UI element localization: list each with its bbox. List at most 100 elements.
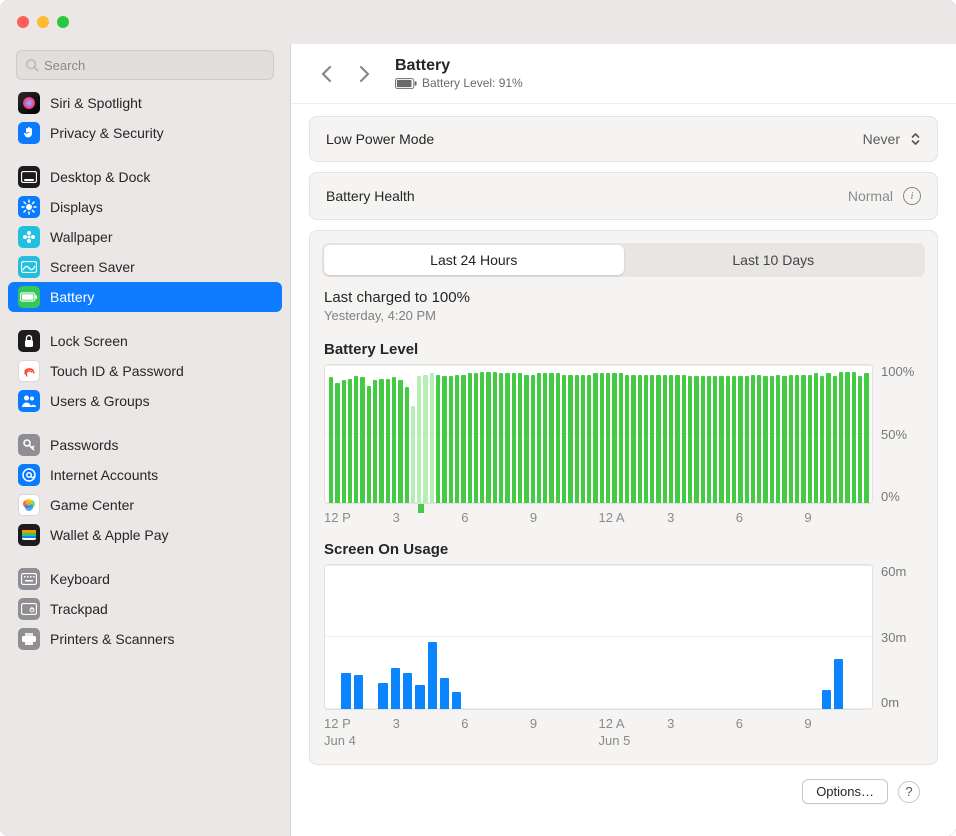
usage-bar xyxy=(354,675,363,709)
sidebar-item-passwords[interactable]: Passwords xyxy=(8,430,282,460)
battery-bar xyxy=(348,379,352,503)
battery-bar xyxy=(398,380,402,503)
battery-x-labels: 12 P36912 A369 xyxy=(324,510,923,525)
sidebar-item-displays[interactable]: Displays xyxy=(8,192,282,222)
sidebar-item-label: Displays xyxy=(50,199,103,215)
battery-bar xyxy=(379,379,383,503)
sidebar-item-screen-saver[interactable]: Screen Saver xyxy=(8,252,282,282)
low-power-popup[interactable]: Never xyxy=(863,131,921,147)
sidebar-item-game-center[interactable]: Game Center xyxy=(8,490,282,520)
battery-bar xyxy=(808,375,812,503)
battery-bar xyxy=(789,375,793,503)
sidebar-item-label: Siri & Spotlight xyxy=(50,95,142,111)
charts-panel: Last 24 HoursLast 10 Days Last charged t… xyxy=(309,230,938,765)
battery-bar xyxy=(537,373,541,503)
battery-bar xyxy=(575,375,579,503)
sidebar-item-privacy-security[interactable]: Privacy & Security xyxy=(8,118,282,148)
main-split: Search Siri & Spotlight Privacy & Securit… xyxy=(0,44,956,836)
battery-bar xyxy=(373,380,377,503)
help-button[interactable]: ? xyxy=(898,781,920,803)
dock-icon xyxy=(18,166,40,188)
battery-bar xyxy=(531,375,535,503)
traffic-lights xyxy=(17,16,69,28)
battery-bar xyxy=(650,375,654,503)
forward-button[interactable] xyxy=(351,61,377,87)
battery-bar xyxy=(581,375,585,503)
battery-bar xyxy=(505,373,509,503)
usage-y-labels: 60m30m0m xyxy=(873,564,923,710)
sidebar-item-label: Privacy & Security xyxy=(50,125,164,141)
battery-bar xyxy=(587,375,591,503)
minimize-button[interactable] xyxy=(37,16,49,28)
battery-bar xyxy=(688,376,692,503)
info-icon[interactable]: i xyxy=(903,187,921,205)
battery-bar xyxy=(436,375,440,503)
timeframe-segmented[interactable]: Last 24 HoursLast 10 Days xyxy=(322,243,925,277)
battery-bar xyxy=(461,375,465,503)
sidebar-item-printers-scanners[interactable]: Printers & Scanners xyxy=(8,624,282,654)
search-placeholder: Search xyxy=(44,58,85,73)
sidebar-item-label: Battery xyxy=(50,289,94,305)
battery-bar xyxy=(839,372,843,503)
battery-bar xyxy=(631,375,635,503)
battery-bar xyxy=(656,375,660,503)
tab-last-24-hours[interactable]: Last 24 Hours xyxy=(324,245,624,275)
back-button[interactable] xyxy=(313,61,339,87)
sidebar-item-trackpad[interactable]: Trackpad xyxy=(8,594,282,624)
battery-bar xyxy=(449,376,453,503)
usage-bar xyxy=(428,642,437,709)
sidebar-item-label: Trackpad xyxy=(50,601,108,617)
charge-info: Last charged to 100% Yesterday, 4:20 PM xyxy=(310,277,937,331)
battery-bar xyxy=(524,375,528,503)
sidebar-item-internet-accounts[interactable]: Internet Accounts xyxy=(8,460,282,490)
gamecenter-icon xyxy=(18,494,40,516)
zoom-button[interactable] xyxy=(57,16,69,28)
battery-icon xyxy=(395,78,417,89)
sidebar-scroll[interactable]: Siri & Spotlight Privacy & Security Deskto… xyxy=(0,84,290,836)
battery-bar xyxy=(430,373,434,503)
options-button[interactable]: Options… xyxy=(802,779,888,804)
battery-bar xyxy=(719,376,723,503)
battery-bar xyxy=(486,372,490,503)
content-footer: Options… ? xyxy=(309,765,938,808)
battery-bar xyxy=(682,375,686,503)
sidebar-item-wallpaper[interactable]: Wallpaper xyxy=(8,222,282,252)
battery-bar xyxy=(751,375,755,503)
sidebar-item-keyboard[interactable]: Keyboard xyxy=(8,564,282,594)
key-icon xyxy=(18,434,40,456)
close-button[interactable] xyxy=(17,16,29,28)
battery-bar xyxy=(820,376,824,503)
low-power-panel: Low Power Mode Never xyxy=(309,116,938,162)
sidebar-item-users-groups[interactable]: Users & Groups xyxy=(8,386,282,416)
battery-bar xyxy=(606,373,610,503)
battery-bar xyxy=(732,376,736,503)
chevron-updown-icon xyxy=(910,132,921,146)
battery-bar xyxy=(801,375,805,503)
sun-icon xyxy=(18,196,40,218)
usage-chart-area xyxy=(324,564,873,710)
sidebar-item-touch-id-password[interactable]: Touch ID & Password xyxy=(8,356,282,386)
battery-bar xyxy=(738,376,742,503)
trackpad-icon xyxy=(18,598,40,620)
sidebar-item-siri-spotlight[interactable]: Siri & Spotlight xyxy=(8,88,282,118)
tab-last-10-days[interactable]: Last 10 Days xyxy=(624,245,924,275)
battery-bar xyxy=(556,373,560,503)
content-toolbar: Battery Battery Level: 91% xyxy=(291,44,956,104)
battery-bar xyxy=(354,376,358,503)
sidebar-item-battery[interactable]: Battery xyxy=(8,282,282,312)
sidebar-item-lock-screen[interactable]: Lock Screen xyxy=(8,326,282,356)
battery-bar xyxy=(392,377,396,503)
battery-bar xyxy=(493,372,497,503)
sidebar-item-desktop-dock[interactable]: Desktop & Dock xyxy=(8,162,282,192)
battery-bar xyxy=(543,373,547,503)
battery-bar xyxy=(423,375,427,503)
sidebar-item-wallet-apple-pay[interactable]: Wallet & Apple Pay xyxy=(8,520,282,550)
battery-bar xyxy=(342,380,346,503)
battery-bar xyxy=(411,406,415,503)
battery-bar xyxy=(669,375,673,503)
battery-bar xyxy=(763,376,767,503)
battery-bar xyxy=(675,375,679,503)
battery-bar xyxy=(663,375,667,503)
battery-bar xyxy=(770,376,774,503)
search-input[interactable]: Search xyxy=(16,50,274,80)
